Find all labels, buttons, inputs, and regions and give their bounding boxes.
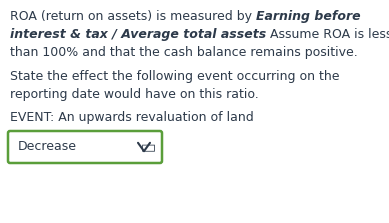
Text: Assume ROA is less: Assume ROA is less (266, 28, 389, 41)
Text: reporting date would have on this ratio.: reporting date would have on this ratio. (10, 88, 259, 101)
Text: EVENT: An upwards revaluation of land: EVENT: An upwards revaluation of land (10, 111, 254, 124)
Text: ⤵: ⤵ (140, 143, 154, 151)
Text: State the effect the following event occurring on the: State the effect the following event occ… (10, 70, 340, 83)
FancyBboxPatch shape (8, 131, 162, 163)
Text: ROA (return on assets) is measured by: ROA (return on assets) is measured by (10, 10, 256, 23)
Text: Earning before: Earning before (256, 10, 361, 23)
Text: Decrease: Decrease (18, 140, 77, 153)
Text: than 100% and that the cash balance remains positive.: than 100% and that the cash balance rema… (10, 46, 358, 59)
Text: interest & tax / Average total assets: interest & tax / Average total assets (10, 28, 266, 41)
